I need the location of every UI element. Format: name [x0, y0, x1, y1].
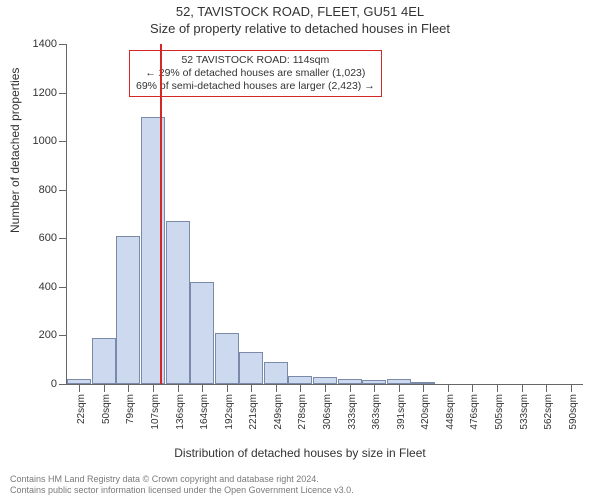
- y-axis-label: Number of detached properties: [8, 68, 22, 233]
- x-tick: [202, 384, 203, 392]
- x-tick-label: 448sqm: [445, 394, 456, 430]
- annotation-line1: 52 TAVISTOCK ROAD: 114sqm: [136, 54, 375, 67]
- histogram-bar: [288, 376, 312, 385]
- x-tick: [350, 384, 351, 392]
- x-tick: [227, 384, 228, 392]
- annotation-line3: 69% of semi-detached houses are larger (…: [136, 80, 375, 93]
- x-tick: [276, 384, 277, 392]
- y-tick-label: 400: [39, 281, 67, 293]
- histogram-bar: [116, 236, 140, 384]
- y-tick-label: 800: [39, 184, 67, 196]
- x-tick-label: 249sqm: [273, 394, 284, 430]
- histogram-bar: [166, 221, 190, 384]
- x-tick-label: 533sqm: [519, 394, 530, 430]
- histogram-bar: [92, 338, 116, 384]
- x-tick: [546, 384, 547, 392]
- histogram-bar: [313, 377, 337, 384]
- y-tick-label: 0: [51, 378, 67, 390]
- y-tick-label: 200: [39, 329, 67, 341]
- histogram-bar: [239, 352, 263, 384]
- x-tick-label: 562sqm: [543, 394, 554, 430]
- x-tick: [374, 384, 375, 392]
- histogram-bar: [190, 282, 214, 384]
- x-tick-label: 590sqm: [568, 394, 579, 430]
- annotation-line2: ← 29% of detached houses are smaller (1,…: [136, 67, 375, 80]
- x-tick-label: 363sqm: [371, 394, 382, 430]
- footer-line1: Contains HM Land Registry data © Crown c…: [10, 474, 590, 485]
- x-tick: [251, 384, 252, 392]
- subject-property-marker: [160, 44, 162, 384]
- footer-line2: Contains public sector information licen…: [10, 485, 590, 496]
- x-tick-label: 107sqm: [150, 394, 161, 430]
- x-tick: [571, 384, 572, 392]
- x-tick: [325, 384, 326, 392]
- x-tick: [472, 384, 473, 392]
- chart-subtitle: Size of property relative to detached ho…: [0, 21, 600, 36]
- x-tick-label: 164sqm: [199, 394, 210, 430]
- x-tick-label: 306sqm: [322, 394, 333, 430]
- x-tick: [423, 384, 424, 392]
- chart-title-block: 52, TAVISTOCK ROAD, FLEET, GU51 4EL Size…: [0, 4, 600, 36]
- y-tick-label: 1200: [33, 87, 67, 99]
- x-axis-label: Distribution of detached houses by size …: [0, 446, 600, 460]
- y-tick-label: 600: [39, 232, 67, 244]
- x-tick-label: 136sqm: [175, 394, 186, 430]
- histogram-bar: [264, 362, 288, 384]
- chart-footer: Contains HM Land Registry data © Crown c…: [10, 474, 590, 497]
- chart-title-address: 52, TAVISTOCK ROAD, FLEET, GU51 4EL: [0, 4, 600, 19]
- chart-container: 52, TAVISTOCK ROAD, FLEET, GU51 4EL Size…: [0, 0, 600, 500]
- x-tick: [153, 384, 154, 392]
- x-tick: [399, 384, 400, 392]
- x-tick-label: 505sqm: [494, 394, 505, 430]
- y-tick-label: 1400: [33, 38, 67, 50]
- x-tick-label: 221sqm: [248, 394, 259, 430]
- x-tick-label: 22sqm: [76, 394, 87, 424]
- histogram-bar: [215, 333, 239, 384]
- x-tick-label: 476sqm: [469, 394, 480, 430]
- x-tick: [300, 384, 301, 392]
- x-tick: [448, 384, 449, 392]
- y-tick-label: 1000: [33, 135, 67, 147]
- plot-area: 52 TAVISTOCK ROAD: 114sqm ← 29% of detac…: [66, 44, 583, 385]
- x-tick: [522, 384, 523, 392]
- x-tick-label: 391sqm: [396, 394, 407, 430]
- x-tick: [178, 384, 179, 392]
- annotation-box: 52 TAVISTOCK ROAD: 114sqm ← 29% of detac…: [129, 50, 382, 97]
- x-tick: [128, 384, 129, 392]
- x-tick-label: 278sqm: [297, 394, 308, 430]
- x-tick: [497, 384, 498, 392]
- x-tick-label: 50sqm: [101, 394, 112, 424]
- x-tick-label: 192sqm: [224, 394, 235, 430]
- x-tick-label: 420sqm: [420, 394, 431, 430]
- x-tick: [104, 384, 105, 392]
- x-tick: [79, 384, 80, 392]
- x-tick-label: 333sqm: [347, 394, 358, 430]
- x-tick-label: 79sqm: [125, 394, 136, 424]
